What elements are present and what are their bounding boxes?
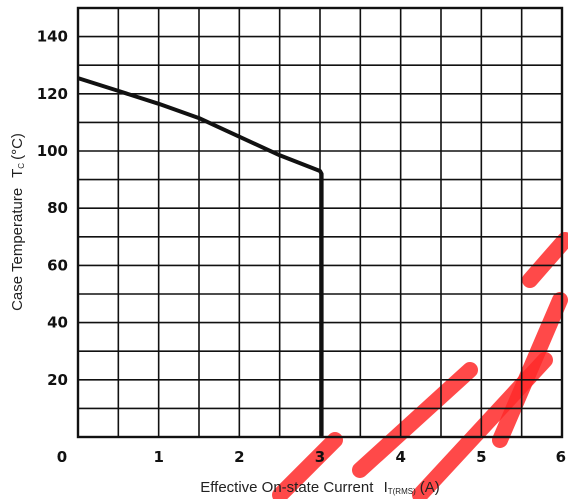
x-tick-label: 3 xyxy=(315,448,325,466)
watermark-stroke xyxy=(272,432,343,499)
x-tick-label: 5 xyxy=(476,448,486,466)
y-tick-label: 20 xyxy=(47,371,68,389)
x-tick-label: 0 xyxy=(57,448,67,466)
y-tick-label: 40 xyxy=(47,314,68,332)
y-axis-label: Case Temperature TC(°C) xyxy=(9,133,26,311)
y-tick-label: 60 xyxy=(47,256,68,274)
y-tick-labels: 20 40 60 80 100 120 140 xyxy=(37,28,68,389)
x-tick-label: 1 xyxy=(153,448,163,466)
y-tick-label: 80 xyxy=(47,199,68,217)
y-tick-label: 120 xyxy=(37,85,68,103)
x-tick-label: 4 xyxy=(395,448,405,466)
y-tick-label: 100 xyxy=(37,142,68,160)
series-group xyxy=(77,76,324,437)
watermark-stroke xyxy=(492,292,568,448)
watermark-stroke xyxy=(522,232,568,288)
watermark-stroke xyxy=(352,362,478,478)
x-tick-label: 2 xyxy=(234,448,244,466)
x-axis-label: Effective On-state Current IT(RMS) (A) xyxy=(200,479,439,496)
x-tick-label: 6 xyxy=(556,448,566,466)
y-tick-label: 140 xyxy=(37,28,68,46)
x-tick-labels: 0 1 2 3 4 5 6 xyxy=(57,448,566,466)
series-line-0 xyxy=(77,76,324,437)
